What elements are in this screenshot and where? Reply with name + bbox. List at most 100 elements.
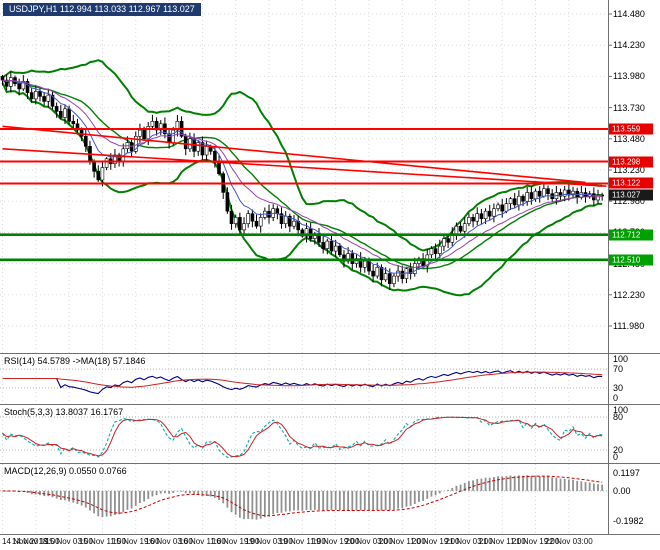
candle-body: [367, 260, 371, 272]
candle-body: [138, 129, 142, 137]
rsi-line: [2, 370, 603, 395]
stoch-k-line: [2, 416, 603, 458]
candle-body: [517, 195, 521, 206]
candle-body: [29, 92, 34, 100]
candle-body: [504, 203, 509, 212]
candle-body: [496, 204, 500, 209]
candle-body: [25, 81, 30, 93]
candle-body: [200, 142, 205, 156]
candle-body: [175, 121, 180, 131]
candle-body: [9, 77, 13, 87]
candle-body: [104, 158, 109, 168]
candle-body: [471, 217, 475, 222]
symbol-ohlc-label: USDJPY,H1 112.994 113.033 112.967 113.02…: [3, 3, 201, 16]
candle-body: [279, 213, 284, 224]
candle-body: [333, 245, 338, 252]
candle-body: [287, 215, 292, 227]
stoch-d-line: [2, 416, 603, 458]
candle-body: [158, 123, 163, 131]
candle-body: [412, 263, 417, 274]
candle-body: [454, 225, 459, 234]
candle-body: [238, 217, 242, 231]
candle-body: [58, 111, 63, 118]
trendline: [2, 147, 607, 188]
candle-body: [533, 190, 538, 199]
candle-body: [250, 213, 255, 222]
candle-body: [304, 228, 309, 237]
candle-body: [467, 217, 471, 224]
candle-body: [392, 275, 396, 284]
candle-body: [437, 245, 442, 254]
macd-signal-line: [2, 475, 603, 517]
candle-body: [75, 123, 80, 131]
bollinger-upper-band: [1, 59, 603, 252]
candle-body: [512, 198, 517, 206]
candle-body: [225, 192, 230, 212]
candle-body: [483, 210, 488, 219]
candle-body: [442, 238, 446, 247]
stoch-panel-label: Stoch(5,3,3) 13.8037 16.1767: [4, 407, 124, 417]
candle-body: [458, 225, 463, 232]
candle-body: [150, 121, 155, 127]
candle-body: [67, 108, 71, 122]
candle-body: [38, 91, 42, 97]
macd-panel-label: MACD(12,26,9) 0.0550 0.0766: [4, 466, 127, 476]
candle-body: [84, 136, 88, 147]
candle-body: [325, 240, 330, 249]
candle-body: [33, 91, 38, 100]
trendline: [2, 125, 586, 184]
candle-body: [0, 76, 5, 81]
candle-body: [383, 273, 388, 281]
candle-body: [246, 213, 250, 224]
candle-body: [429, 248, 434, 256]
candle-body: [283, 215, 288, 224]
candle-body: [525, 192, 530, 202]
candle-body: [546, 188, 550, 194]
candle-body: [558, 192, 563, 197]
candle-body: [529, 192, 534, 199]
candle-body: [400, 270, 405, 279]
candle-body: [562, 189, 567, 197]
candle-body: [521, 195, 525, 202]
candle-body: [183, 136, 188, 150]
bollinger-middle-band: [2, 79, 603, 270]
candle-body: [433, 248, 438, 254]
candle-body: [337, 245, 342, 256]
rsi-panel-label: RSI(14) 54.5789 ->MA(18) 57.1846: [4, 356, 146, 366]
candle-body: [54, 106, 59, 112]
candle-body: [292, 220, 296, 227]
candle-body: [46, 94, 51, 102]
candle-body: [542, 188, 546, 197]
candle-body: [329, 240, 334, 252]
candle-body: [213, 151, 217, 162]
candle-body: [462, 223, 467, 232]
candle-body: [129, 142, 134, 152]
candle-body: [233, 217, 238, 224]
candle-body: [362, 260, 367, 268]
candle-body: [321, 242, 326, 249]
candle-body: [387, 273, 392, 284]
candle-body: [42, 96, 46, 102]
candle-body: [204, 146, 209, 156]
candle-body: [217, 161, 221, 175]
candle-body: [487, 210, 492, 217]
candle-body: [479, 213, 484, 219]
candle-body: [475, 213, 480, 222]
candle-body: [229, 210, 234, 224]
candle-body: [492, 208, 496, 217]
candle-body: [96, 170, 101, 181]
candle-body: [379, 266, 384, 281]
candle-body: [17, 83, 22, 90]
candle-body: [4, 79, 9, 87]
candle-body: [446, 238, 450, 243]
candle-body: [100, 167, 105, 181]
candle-body: [500, 204, 505, 212]
candle-body: [146, 126, 151, 140]
candle-body: [142, 129, 146, 140]
candle-body: [408, 268, 413, 274]
rsi-ma-line: [2, 371, 603, 388]
candle-body: [375, 266, 380, 277]
candle-body: [508, 198, 513, 204]
